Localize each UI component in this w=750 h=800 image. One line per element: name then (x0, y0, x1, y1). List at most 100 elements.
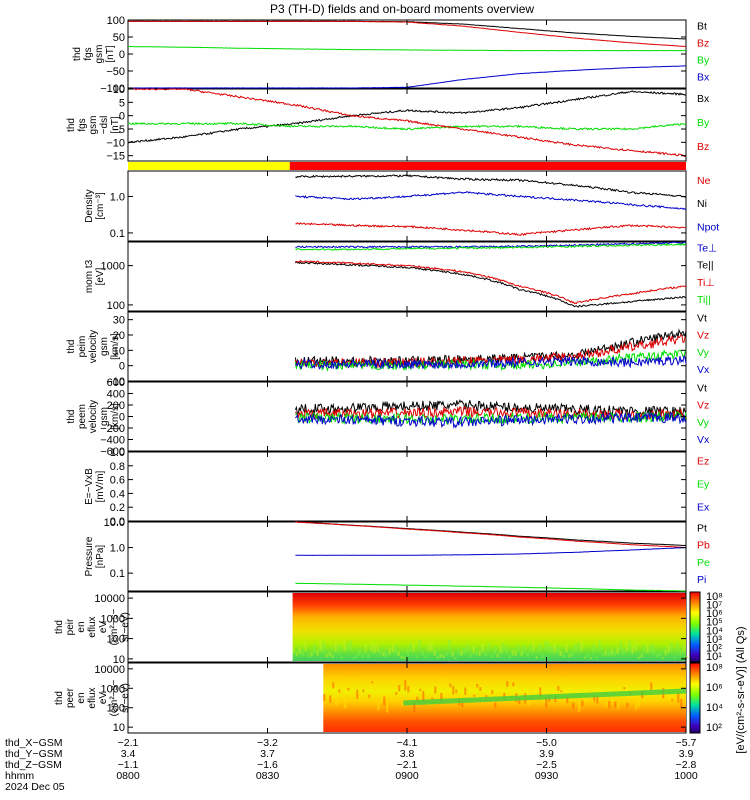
mode-bar-segment (289, 162, 686, 170)
ephemeris-value: −2.1 (397, 759, 418, 771)
panel-fgs-gsm-dsl: 105 0−5−10 −15 thd fgs gsm −dsl [nT] Bx By Bz (66, 84, 710, 163)
ephemeris-value: 3.9 (679, 748, 694, 760)
y-tick-label: 10000 (94, 593, 125, 605)
spectrogram-texture (367, 654, 370, 658)
spectrogram-texture (370, 641, 373, 652)
spectrogram-texture (683, 679, 686, 689)
spectrogram-texture (592, 644, 595, 653)
series-by (127, 121, 687, 131)
spectrogram-texture (313, 644, 316, 653)
y-tick-label: 100 (107, 703, 125, 715)
spectrogram-texture (635, 699, 638, 710)
spectrogram-texture (643, 645, 646, 654)
spectrogram-texture (500, 691, 503, 698)
spectrogram-texture (406, 649, 409, 656)
colorbar-tick-label: 10⁷ (706, 600, 722, 612)
spectrogram-texture (325, 653, 328, 658)
spectrogram-texture (449, 683, 452, 688)
spectrogram-texture (430, 641, 433, 652)
spectrogram-texture (581, 700, 584, 707)
spectrogram-texture (506, 681, 509, 687)
spectrogram-texture (452, 686, 455, 695)
spectrogram-texture (412, 642, 415, 652)
y-axis-label: [km/s] (110, 333, 121, 360)
panel-peir-eflux: 10000 1000 100 10 thd peir en eflux eV (cm²−s− sr−… (54, 591, 688, 666)
spectrogram-texture (295, 652, 298, 657)
spectrogram-texture (418, 640, 421, 651)
y-axis-label: thd (72, 47, 83, 61)
spectrogram-texture (526, 653, 529, 658)
spectrogram-texture (578, 701, 581, 712)
legend-pe: Pe (697, 557, 710, 569)
spectrogram-texture (631, 646, 634, 654)
spectrogram-texture (445, 651, 448, 657)
spectrogram-texture (563, 679, 566, 684)
spectrogram-texture (319, 640, 322, 651)
colorbar-tick-label: 10⁶ (706, 682, 723, 694)
spectrogram-texture (626, 702, 629, 708)
panel-peim-velocity: 30 20 10 0 −10 thd peim velocity gsm [km/s] Vt Vz Vy… (66, 311, 710, 388)
colorbar-tick-label: 10⁸ (706, 591, 723, 603)
spectrogram-texture (566, 696, 569, 704)
y-axis-label: peem (77, 404, 88, 429)
series-by (127, 45, 687, 52)
spectrogram-texture (613, 651, 616, 657)
spectrogram-texture (362, 689, 365, 693)
spectrogram-texture (512, 682, 515, 687)
y-tick-label: −10 (106, 137, 125, 149)
spectrogram-texture (676, 642, 679, 652)
ephemeris-value: −5.0 (536, 737, 557, 749)
spectrogram-texture (352, 657, 355, 660)
spectrogram-texture (322, 641, 325, 652)
legend-te||: Te|| (697, 260, 714, 272)
y-tick-label: 10 (113, 654, 125, 666)
panel-frame (127, 311, 687, 382)
y-tick-label: −5 (112, 124, 125, 136)
spectrogram-texture (605, 702, 608, 707)
spectrogram-texture (545, 697, 548, 708)
y-axis-label: mom t3 (84, 259, 95, 293)
spectrogram-texture (497, 690, 500, 699)
spectrogram-texture (658, 652, 661, 657)
series-vx (295, 411, 687, 429)
spectrogram-texture (451, 652, 454, 657)
spectrogram-texture (551, 682, 554, 686)
spectrogram-texture (572, 702, 575, 709)
spectrogram-texture (382, 652, 385, 657)
colorbar-peer-eflux (689, 662, 701, 734)
spectrogram-texture (593, 695, 596, 702)
y-axis-label: fgs (77, 118, 88, 131)
spectrogram-texture (407, 686, 410, 693)
series-vy (295, 411, 687, 426)
spectrogram-texture (490, 654, 493, 658)
spectrogram-texture (376, 642, 379, 652)
spectrogram-texture (589, 657, 592, 660)
spectrogram-texture (610, 649, 613, 656)
spectrogram-texture (355, 654, 358, 658)
y-tick-label: −200 (100, 423, 125, 435)
spectrogram-texture (340, 656, 343, 659)
colorbar-tick-label: 10² (706, 722, 722, 734)
spectrogram-texture (454, 657, 457, 660)
spectrogram-texture (371, 681, 374, 684)
ephemeris-value: 0930 (535, 770, 559, 782)
spectrogram-texture (508, 655, 511, 659)
spectrogram-texture (403, 656, 406, 659)
spectrogram-texture (661, 657, 664, 660)
legend-pb: Pb (697, 540, 710, 552)
spectrogram-texture (337, 644, 340, 653)
spectrogram-texture (485, 695, 488, 698)
spectrogram-texture (298, 647, 301, 655)
spectrogram-texture (617, 702, 620, 710)
colorbar-tick-label: 10⁴ (706, 625, 723, 637)
spectrogram-texture (611, 696, 614, 703)
y-tick-label: 1.0 (110, 191, 125, 203)
spectrogram-texture (541, 655, 544, 659)
spectrogram-texture (392, 680, 395, 689)
y-tick-label: 0.8 (110, 461, 125, 473)
spectrogram-texture (625, 641, 628, 652)
spectrogram-texture (679, 650, 682, 656)
series-npot (295, 191, 687, 211)
y-tick-label: 0.0 (110, 516, 125, 528)
